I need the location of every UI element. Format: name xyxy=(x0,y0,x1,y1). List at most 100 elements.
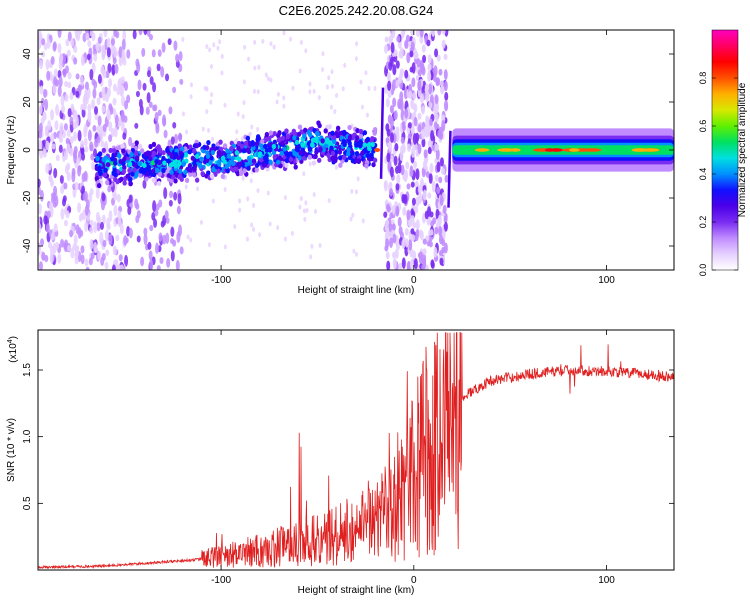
spectrogram-cell xyxy=(183,169,188,175)
colorbar: 0.0 0.2 0.4 0.6 0.8 Normalized spectral ampl… xyxy=(698,29,748,276)
spectrogram-cell xyxy=(388,181,393,190)
spectrogram-cell xyxy=(417,124,422,133)
spectrogram-cell xyxy=(38,178,41,188)
spectrogram-cell xyxy=(333,157,338,164)
spectrogram-cell xyxy=(397,161,402,174)
spectrogram-cell xyxy=(120,95,125,107)
spectrogram-cell xyxy=(57,253,62,264)
spectrogram-cell xyxy=(223,186,227,192)
spectrogram-cell xyxy=(148,250,153,261)
spectrogram-cell xyxy=(80,140,85,149)
spectrogram-cell xyxy=(428,118,433,127)
spectrogram-cell xyxy=(93,148,98,158)
spectrogram-cell xyxy=(438,249,443,256)
spectrogram-cell xyxy=(84,221,89,232)
spectrogram-cell xyxy=(443,69,448,81)
spectrogram-cell xyxy=(362,130,368,136)
spectrogram-cell xyxy=(173,152,179,158)
spectrogram-cell xyxy=(299,40,303,46)
spectrogram-cell xyxy=(429,162,434,174)
spectrogram-cell xyxy=(82,193,87,201)
snr-x-tick-label: 100 xyxy=(598,575,615,586)
spectrogram-cell xyxy=(121,160,126,167)
spectrogram-cell xyxy=(52,41,57,51)
spectrogram-cell xyxy=(134,155,140,161)
spectrogram-cell xyxy=(441,119,446,132)
spectrogram-cell xyxy=(417,79,422,91)
spectrogram-cell xyxy=(96,124,101,135)
spectrogram-cell xyxy=(279,150,284,156)
spectrogram-cell xyxy=(147,241,152,250)
spectrogram-cell xyxy=(146,92,151,104)
spectrogram-cell xyxy=(183,152,189,158)
spectrogram-cell xyxy=(365,112,369,118)
spectrogram-cell xyxy=(436,77,441,86)
spectrogram-cell xyxy=(113,192,118,201)
spectrogram-cell xyxy=(222,159,227,165)
colorbar-tick-label: 0.4 xyxy=(698,168,708,181)
spectrogram-cell xyxy=(220,70,224,76)
spectrogram-cell xyxy=(110,38,115,46)
spectrogram-cell xyxy=(134,150,139,156)
spectrogram-cell xyxy=(91,98,96,110)
spectrogram-cell xyxy=(130,148,136,154)
spectrogram-cell xyxy=(53,68,58,78)
spectrogram-cell xyxy=(138,30,143,36)
spectrogram-cell xyxy=(74,181,79,191)
spectrogram-cell xyxy=(231,160,236,167)
spectrogram-cell xyxy=(397,216,402,227)
spectrogram-cell xyxy=(85,32,90,41)
spectrogram-cell xyxy=(93,221,98,234)
spectrogram-cell xyxy=(81,185,86,195)
spectrogram-cell xyxy=(103,167,108,173)
spectrogram-cell xyxy=(396,173,401,184)
spectrogram-cell xyxy=(121,38,126,51)
spectrogram-cell xyxy=(188,171,193,177)
spectrogram-cell xyxy=(434,113,439,123)
spectrogram-cell xyxy=(436,186,441,195)
spectrogram-cell xyxy=(128,227,133,239)
spectrogram-cell xyxy=(246,236,250,242)
spectrogram-cell xyxy=(417,143,422,155)
spectrogram-cell xyxy=(86,53,91,61)
spectrogram-cell xyxy=(413,103,418,113)
spectrogram-cell xyxy=(303,216,307,222)
spectrogram-cell xyxy=(81,172,86,183)
spectrogram-cell xyxy=(408,239,413,251)
spectrogram-cell xyxy=(406,183,411,190)
spectrogram-cell xyxy=(67,81,72,89)
spectrogram-cell xyxy=(134,140,139,146)
spectrogram-cell xyxy=(412,92,417,100)
spectrogram-cell xyxy=(127,167,132,174)
spectrogram-cell xyxy=(297,155,302,161)
spectrogram-cell xyxy=(143,151,149,157)
spectrogram-cell xyxy=(99,231,104,244)
spectrogram-cell xyxy=(192,166,197,172)
spectrogram-cell xyxy=(312,192,316,198)
spectrogram-cell xyxy=(374,148,381,152)
spectrogram-cell xyxy=(404,108,409,119)
spectrogram-cell xyxy=(38,203,42,215)
spectrogram-cell xyxy=(338,155,343,161)
spectrogram-cell xyxy=(444,99,449,112)
spectrogram-cell xyxy=(310,137,316,143)
spectrogram-cell xyxy=(306,129,311,135)
spectrogram-cell xyxy=(436,54,441,62)
spectrogram-cell xyxy=(433,75,438,82)
spectrogram-cell xyxy=(52,85,57,95)
spectrogram-cell xyxy=(180,146,185,152)
spectrogram-cell xyxy=(346,147,351,153)
spectrogram-cell xyxy=(121,148,126,154)
spectrogram-cell xyxy=(39,85,44,95)
spectrogram-cell xyxy=(329,104,333,110)
spectrogram-cell xyxy=(189,94,193,100)
spectrogram-cell xyxy=(156,63,161,72)
spectrogram-spike xyxy=(379,87,385,179)
spectrogram-cell xyxy=(130,171,135,177)
spectrogram-cell xyxy=(216,168,221,174)
spectrogram-cell xyxy=(398,262,403,270)
spectrogram-cell xyxy=(66,129,71,138)
spectrogram-cell xyxy=(341,154,347,160)
spectrogram-cell xyxy=(50,109,55,121)
spectrogram-cell xyxy=(89,68,94,81)
